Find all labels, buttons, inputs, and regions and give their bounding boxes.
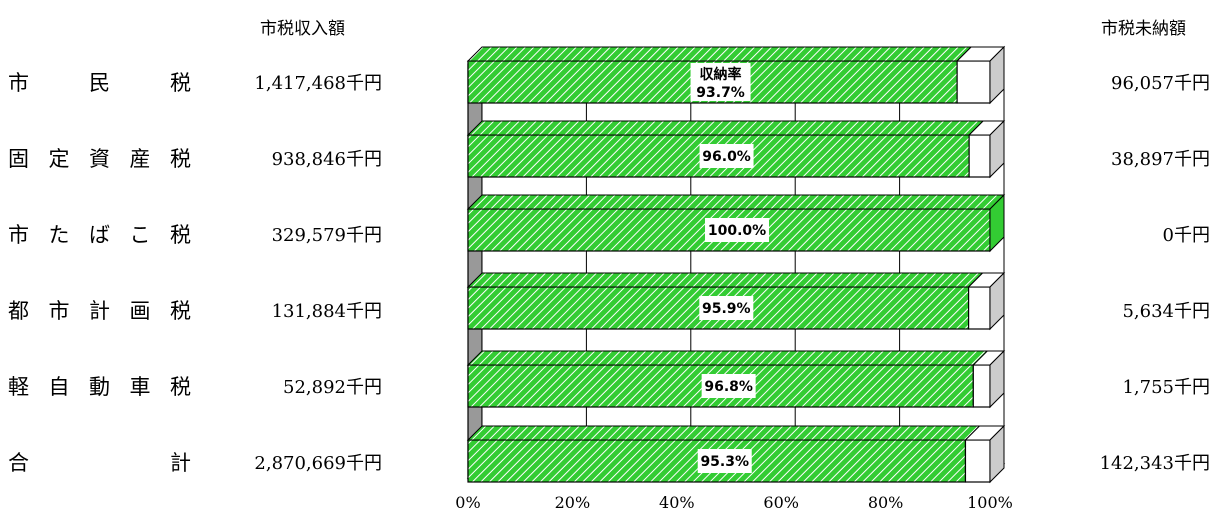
x-tick-label: 60%	[763, 493, 799, 512]
remaining-bar	[972, 364, 991, 408]
rate-label-bg	[699, 296, 754, 320]
x-tick-label: 0%	[455, 493, 480, 512]
unpaid-value: 1,755千円	[1122, 377, 1210, 398]
remaining-bar	[964, 439, 991, 483]
rate-label-bg	[701, 374, 756, 398]
category-label: 固定資産税	[8, 147, 191, 171]
collected-bar-top	[466, 272, 984, 288]
rate-label: 96.0%	[702, 149, 751, 165]
bar-row: 95.3%	[466, 424, 1006, 484]
category-label: 軽自動車税	[8, 375, 191, 399]
rate-label: 95.3%	[700, 454, 749, 470]
collected-bar-top	[466, 194, 1006, 210]
income-value: 1,417,468千円	[254, 73, 382, 94]
collected-bar-top	[466, 120, 985, 136]
collected-bar-top	[466, 425, 981, 441]
bar-side	[989, 271, 1005, 331]
remaining-bar	[967, 286, 991, 330]
collection-rate-chart: 0% 20% 40% 60% 80% 100% 収納率 93.7% 96.0% 100.0% 95.…	[455, 45, 1013, 512]
income-value: 52,892千円	[283, 377, 382, 398]
category-label: 都市計画税	[8, 299, 191, 323]
collected-bar-top	[466, 350, 989, 366]
collected-bar-side	[989, 193, 1005, 253]
bar-row: 96.8%	[466, 349, 1006, 409]
unpaid-value: 142,343千円	[1099, 453, 1210, 474]
bar-side	[989, 45, 1005, 105]
income-value: 938,846千円	[271, 149, 382, 170]
income-value: 2,870,669千円	[254, 453, 382, 474]
rate-label-bg	[699, 144, 754, 168]
remaining-bar	[956, 60, 991, 104]
collected-bar	[467, 364, 974, 408]
bar-row: 100.0%	[466, 193, 1006, 253]
bar-row: 収納率 93.7%	[466, 45, 1006, 105]
x-tick-label: 80%	[868, 493, 904, 512]
chart-left-wall	[467, 48, 483, 480]
collected-bar-top	[466, 46, 973, 62]
category-label: 合計	[8, 451, 191, 475]
unpaid-value: 0千円	[1162, 225, 1210, 246]
bar-row: 95.9%	[466, 271, 1006, 331]
rate-annotation: 収納率	[700, 66, 742, 83]
rate-label: 100.0%	[708, 223, 766, 239]
income-value: 329,579千円	[271, 225, 382, 246]
remaining-bar	[968, 134, 991, 178]
x-tick-label: 100%	[967, 493, 1013, 512]
bar-side	[989, 424, 1005, 484]
rate-label: 96.8%	[704, 379, 753, 395]
category-label: 市たばこ税	[8, 223, 191, 247]
x-tick-label: 20%	[555, 493, 591, 512]
income-header: 市税収入額	[260, 19, 345, 39]
rate-label-bg	[705, 218, 769, 242]
category-label: 市民税	[8, 71, 191, 95]
bar-row: 96.0%	[466, 119, 1006, 179]
rate-label: 95.9%	[702, 301, 751, 317]
income-value: 131,884千円	[271, 301, 382, 322]
bar-side	[989, 349, 1005, 409]
x-tick-label: 40%	[659, 493, 695, 512]
unpaid-header: 市税未納額	[1101, 19, 1186, 39]
rate-label-bg	[690, 63, 751, 101]
rate-label-bg	[697, 449, 752, 473]
unpaid-value: 5,634千円	[1122, 301, 1210, 322]
bar-side	[989, 119, 1005, 179]
rate-label: 93.7%	[696, 85, 745, 101]
unpaid-value: 96,057千円	[1111, 73, 1210, 94]
unpaid-value: 38,897千円	[1111, 149, 1210, 170]
